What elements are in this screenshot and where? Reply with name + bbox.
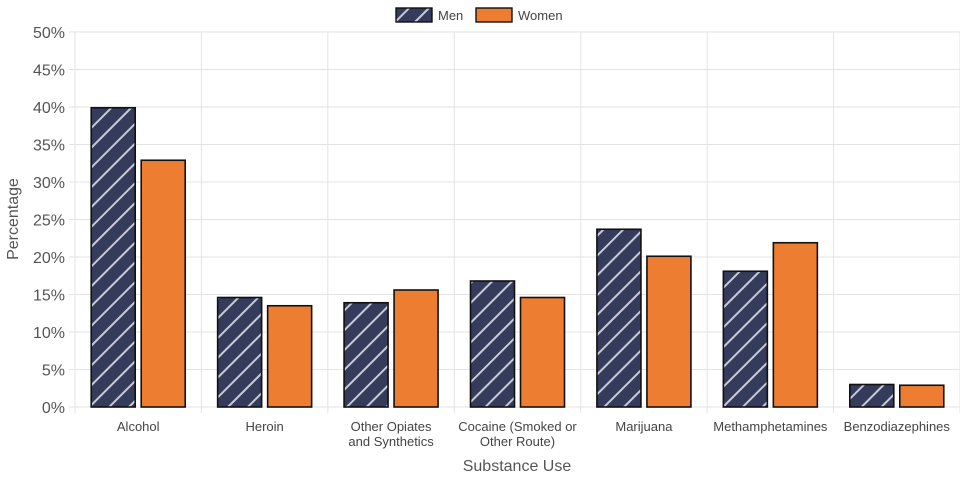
legend-label-men: Men	[438, 8, 463, 23]
legend-item-women[interactable]: Women	[475, 7, 563, 23]
bar-women-5[interactable]	[772, 241, 819, 408]
legend-label-women: Women	[518, 8, 563, 23]
x-tick-label: Heroin	[245, 419, 283, 434]
bar-men-1[interactable]	[216, 296, 263, 408]
y-axis-ticks: 0% 5% 10% 15% 20% 25% 30% 35% 40% 45% 50%	[33, 25, 65, 417]
bar-men-0[interactable]	[90, 106, 137, 408]
bar-men-3[interactable]	[469, 280, 516, 408]
legend[interactable]: Men Women	[395, 7, 563, 23]
x-axis-title: Substance Use	[463, 458, 572, 475]
bar-men-2[interactable]	[343, 301, 389, 408]
y-tick-label: 15%	[33, 288, 65, 305]
legend-item-men[interactable]: Men	[395, 7, 463, 23]
x-tick-label: Benzodiazephines	[844, 419, 951, 434]
bar-women-2[interactable]	[393, 289, 439, 408]
y-tick-label: 25%	[33, 213, 65, 230]
x-tick-label: Cocaine (Smoked or Other Route)	[458, 419, 577, 449]
y-tick-label: 50%	[33, 25, 65, 42]
bar-women-1[interactable]	[266, 304, 313, 408]
bar-women-0[interactable]	[140, 159, 187, 408]
bar-men-6[interactable]	[848, 383, 895, 408]
y-axis-title: Percentage	[5, 178, 22, 260]
legend-swatch-men	[395, 7, 433, 23]
y-tick-label: 5%	[42, 363, 65, 380]
y-tick-label: 30%	[33, 175, 65, 192]
bars	[90, 106, 945, 408]
bar-men-5[interactable]	[722, 270, 769, 408]
grid	[69, 31, 960, 413]
y-tick-label: 45%	[33, 63, 65, 80]
y-tick-label: 10%	[33, 325, 65, 342]
x-axis-ticks: Alcohol Heroin Other Opiates and Synthetics…	[117, 419, 951, 449]
bar-men-4[interactable]	[596, 228, 642, 408]
y-tick-label: 35%	[33, 138, 65, 155]
bar-women-3[interactable]	[519, 296, 566, 408]
x-tick-label: Methamphetamines	[713, 419, 828, 434]
x-tick-label: Other Opiates and Synthetics	[348, 419, 434, 449]
x-tick-label: Marijuana	[615, 419, 673, 434]
y-tick-label: 20%	[33, 250, 65, 267]
y-tick-label: 40%	[33, 100, 65, 117]
legend-swatch-women	[475, 7, 513, 23]
bar-women-6[interactable]	[898, 384, 945, 408]
x-tick-label: Alcohol	[117, 419, 160, 434]
y-tick-label: 0%	[42, 400, 65, 417]
bar-women-4[interactable]	[646, 255, 692, 408]
